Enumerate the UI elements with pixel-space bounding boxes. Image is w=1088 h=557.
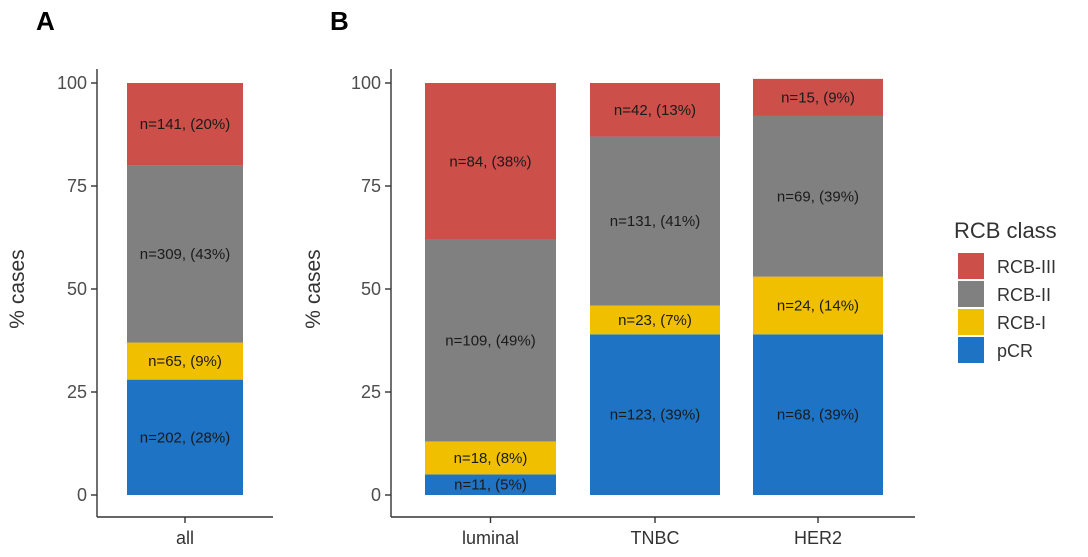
legend-label-rcb-iii: RCB-III [997,257,1056,277]
data-label-rcb-i-luminal: n=18, (8%) [454,450,528,467]
data-label-rcb-i-tnbc: n=23, (7%) [618,312,692,329]
data-label-pcr-tnbc: n=123, (39%) [610,407,700,424]
bar-segment-pcr-her2 [753,334,883,495]
x-tick-label-tnbc: TNBC [631,528,680,548]
y-tick-label-0: 0 [77,485,87,505]
y-tick-label-75: 75 [67,176,87,196]
y-axis-title: % cases [6,249,29,328]
legend-label-rcb-ii: RCB-II [997,285,1051,305]
bar-segment-rcb-i-tnbc [590,305,720,335]
y-tick-label-100: 100 [351,73,381,93]
panel-b-chart: n=11, (5%) n=18, (8%) n=109, (49%) n=84, (3… [302,69,915,548]
data-label-rcb-ii-luminal: n=109, (49%) [445,333,535,350]
bar-segment-rcb-i-luminal [425,441,556,475]
bar-segment-rcb-i-all [127,342,243,380]
legend-label-pcr: pCR [997,341,1033,361]
data-label-pcr-luminal: n=11, (5%) [454,477,527,494]
data-label-rcb-ii-her2: n=69, (39%) [777,188,859,205]
bar-segment-rcb-i-her2 [753,276,883,335]
data-label-rcb-ii-tnbc: n=131, (41%) [610,213,700,230]
legend-label-rcb-i: RCB-I [997,313,1046,333]
bar-segment-rcb-ii-her2 [753,115,883,277]
data-label-rcb-iii-tnbc: n=42, (13%) [614,102,696,119]
y-tick-label-50: 50 [361,279,381,299]
data-label-pcr-all: n=202, (28%) [140,429,230,446]
bar-segment-rcb-iii-tnbc [590,83,720,137]
bar-segment-pcr-luminal [425,474,556,495]
legend-swatch-pcr [958,337,984,363]
y-tick-label-75: 75 [361,176,381,196]
y-tick-label-100: 100 [57,73,87,93]
legend: RCB class RCB-III RCB-II RCB-I pCR [954,218,1057,363]
bar-segment-rcb-ii-tnbc [590,136,720,306]
panel-a-chart: n=202, (28%) n=65, (9%) n=309, (43%) n=141,… [6,69,273,548]
data-label-rcb-i-her2: n=24, (14%) [777,297,859,314]
legend-swatch-rcb-iii [958,253,984,279]
data-label-rcb-ii-all: n=309, (43%) [140,246,230,263]
legend-title: RCB class [954,218,1057,243]
bar-segment-rcb-ii-all [127,165,243,343]
y-axis-title: % cases [302,249,325,328]
y-tick-label-25: 25 [361,382,381,402]
legend-swatch-rcb-ii [958,281,984,307]
y-tick-label-0: 0 [371,485,381,505]
bar-segment-rcb-iii-all [127,83,243,166]
x-tick-label-all: all [176,528,194,548]
x-tick-label-luminal: luminal [462,528,519,548]
data-label-pcr-her2: n=68, (39%) [777,407,859,424]
y-tick-label-25: 25 [67,382,87,402]
x-tick-label-her2: HER2 [794,528,842,548]
bar-segment-rcb-iii-her2 [753,78,883,116]
data-label-rcb-iii-her2: n=15, (9%) [781,89,855,106]
data-label-rcb-iii-all: n=141, (20%) [140,116,230,133]
legend-swatch-rcb-i [958,309,984,335]
bar-segment-pcr-tnbc [590,334,720,495]
panel-letter-b: B [330,6,349,36]
data-label-rcb-iii-luminal: n=84, (38%) [449,153,531,170]
y-tick-label-50: 50 [67,279,87,299]
bar-segment-rcb-ii-luminal [425,239,556,442]
bar-segment-pcr-all [127,379,243,495]
panel-letter-a: A [36,6,55,36]
bar-segment-rcb-iii-luminal [425,83,556,240]
data-label-rcb-i-all: n=65, (9%) [148,353,222,370]
